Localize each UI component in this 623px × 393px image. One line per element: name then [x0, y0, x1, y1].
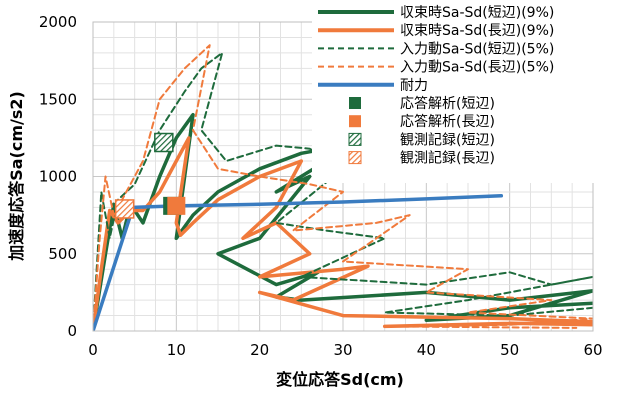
legend-label: 収束時Sa-Sd(長辺)(9%) — [400, 23, 554, 39]
legend: 収束時Sa-Sd(短辺)(9%) 収束時Sa-Sd(長辺)(9%) 入力動Sa-Sd… — [312, 2, 608, 183]
legend-label: 耐力 — [400, 78, 428, 94]
y-tick-label: 1000 — [39, 168, 77, 186]
legend-label: 応答解析(短辺) — [400, 95, 495, 112]
legend-label: 応答解析(長辺) — [400, 113, 495, 130]
legend-swatch-marker — [348, 151, 362, 165]
legend-swatch-marker — [349, 97, 361, 109]
x-tick-label: 20 — [250, 341, 269, 359]
legend-label: 収束時Sa-Sd(短辺)(9%) — [400, 5, 554, 21]
marker-2 — [167, 196, 186, 215]
x-tick-label: 10 — [167, 341, 186, 359]
tick-labels: 0 10 20 30 40 50 60 0 500 1000 1500 2000 — [39, 13, 603, 359]
legend-label: 入力動Sa-Sd(長辺)(5%) — [400, 60, 554, 76]
legend-swatch-marker — [349, 115, 361, 128]
x-tick-label: 30 — [333, 341, 352, 359]
marker-4 — [114, 199, 135, 219]
x-tick-label: 0 — [88, 341, 98, 359]
marker-3 — [154, 132, 174, 153]
y-tick-label: 2000 — [39, 13, 77, 31]
legend-label: 観測記録(短辺) — [400, 131, 495, 148]
legend-swatch-marker — [348, 132, 362, 146]
legend-label: 観測記録(長辺) — [400, 150, 495, 167]
series-line-4 — [93, 44, 593, 331]
y-tick-label: 500 — [48, 245, 77, 263]
x-tick-label: 40 — [417, 341, 436, 359]
series-line-5 — [93, 194, 504, 331]
x-tick-label: 60 — [583, 341, 602, 359]
y-tick-label: 1500 — [39, 90, 77, 108]
legend-label: 入力動Sa-Sd(短辺)(5%) — [400, 41, 554, 57]
x-axis-label: 変位応答Sd(cm) — [276, 370, 404, 389]
y-axis-label: 加速度応答Sa(cm/s2) — [7, 91, 26, 262]
x-tick-label: 50 — [500, 341, 519, 359]
y-tick-label: 0 — [67, 322, 77, 340]
